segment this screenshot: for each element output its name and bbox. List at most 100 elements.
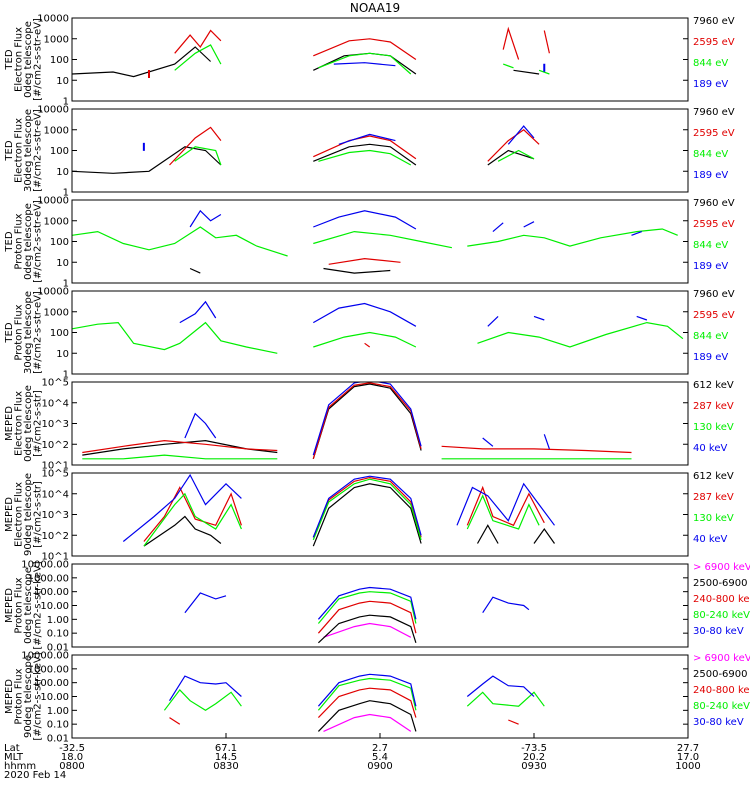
series-line [487, 315, 499, 327]
legend-entry: 130 keV [693, 422, 734, 433]
y-tick-label: 0.10 [47, 629, 69, 640]
y-tick-label: 10^5 [42, 378, 69, 389]
series-line [441, 445, 632, 454]
series-line [508, 719, 519, 725]
series-line [313, 38, 417, 60]
series-line [533, 527, 555, 544]
y-axis-label: 0deg telescope [23, 385, 34, 462]
series-line [318, 149, 412, 166]
series-line [313, 230, 453, 249]
series-line [313, 210, 417, 230]
y-tick-label: 0.01 [47, 643, 69, 654]
series-mark [543, 63, 546, 72]
y-axis-label: MEPED [4, 679, 15, 714]
x-tick-label-mlt: 5.4 [372, 752, 388, 763]
series-line [317, 600, 417, 634]
x-tick-label-mlt: 20.2 [523, 752, 545, 763]
legend-entry: 2500-6900 [693, 669, 748, 680]
series-line [317, 614, 417, 644]
series-line [507, 125, 535, 145]
panel-frame [71, 17, 689, 102]
series-line [174, 29, 222, 54]
series-line [323, 267, 391, 274]
legend-entry: > 6900 keV [693, 653, 750, 664]
y-tick-label: 10 [56, 167, 69, 178]
legend-entry: 2500-6900 [693, 578, 748, 589]
x-tick-label-mlt: 18.0 [61, 752, 83, 763]
legend-entry: 612 keV [693, 471, 734, 482]
series-line [338, 133, 396, 145]
series-line [189, 267, 201, 274]
series-line [184, 592, 227, 614]
legend-entry: 287 keV [693, 492, 734, 503]
series-line [174, 44, 222, 71]
series-line [333, 62, 396, 67]
y-axis-label: TED [4, 231, 15, 252]
legend-entry: 7960 eV [693, 107, 735, 118]
y-tick-label: 1 [63, 97, 69, 108]
y-tick-label: 10000 [37, 14, 69, 25]
y-axis-label: 90deg telescope [23, 473, 34, 556]
y-tick-label: 10.00 [40, 601, 69, 612]
series-line [312, 483, 422, 547]
series-line [168, 675, 242, 702]
series-line [477, 321, 684, 348]
y-axis-label: Electron Flux [14, 27, 25, 92]
legend-entry: 844 eV [693, 58, 728, 69]
y-tick-label: 1000 [44, 34, 69, 45]
legend-entry: 189 eV [693, 170, 728, 181]
legend-entry: 612 keV [693, 380, 734, 391]
panel-frame [71, 563, 689, 648]
series-line [482, 437, 494, 447]
series-line [312, 475, 422, 538]
series-line [189, 209, 222, 228]
y-axis-label: TED [4, 49, 15, 70]
x-row-title-hhmm: hhmm [4, 761, 36, 772]
y-tick-label: 100.00 [34, 587, 69, 598]
y-tick-label: 100 [50, 328, 69, 339]
y-tick-label: 10.00 [40, 692, 69, 703]
legend-entry: 2595 eV [693, 310, 735, 321]
legend-entry: 7960 eV [693, 198, 735, 209]
series-line [497, 149, 535, 162]
series-line [313, 143, 417, 166]
legend-entry: 844 eV [693, 331, 728, 342]
series-line [636, 315, 648, 321]
series-line [317, 673, 417, 707]
series-line [143, 492, 242, 547]
series-line [143, 486, 242, 542]
y-tick-label: 10^2 [42, 440, 69, 451]
y-tick-label: 1000 [44, 216, 69, 227]
series-line [312, 478, 422, 541]
y-tick-label: 100 [50, 237, 69, 248]
x-tick-label-hhmm: 0830 [213, 761, 238, 772]
y-axis-label: [#/cm2-s-str-keV] [33, 652, 44, 740]
legend-entry: 189 eV [693, 79, 728, 90]
x-row-title-lat: Lat [4, 743, 20, 754]
y-tick-label: 10^3 [42, 510, 69, 521]
y-tick-label: 10 [56, 76, 69, 87]
y-tick-label: 10^5 [42, 469, 69, 480]
panel-frame [71, 199, 689, 284]
series-line [364, 342, 371, 348]
legend-entry: 7960 eV [693, 289, 735, 300]
x-row-title-mlt: MLT [4, 752, 24, 763]
y-tick-label: 10 [56, 349, 69, 360]
series-line [72, 46, 212, 78]
series-line [169, 126, 222, 166]
y-axis-label: [#/cm2-s-str] [33, 390, 44, 457]
y-tick-label: 10000 [37, 196, 69, 207]
y-axis-label: Proton Flux [14, 668, 25, 724]
series-line [313, 302, 417, 327]
y-tick-label: 10^2 [42, 531, 69, 542]
legend-entry: 189 eV [693, 352, 728, 363]
series-line [317, 586, 417, 620]
y-tick-label: 100.00 [34, 678, 69, 689]
x-tick-label-hhmm: 1000 [675, 761, 700, 772]
y-tick-label: 10^4 [42, 398, 69, 409]
